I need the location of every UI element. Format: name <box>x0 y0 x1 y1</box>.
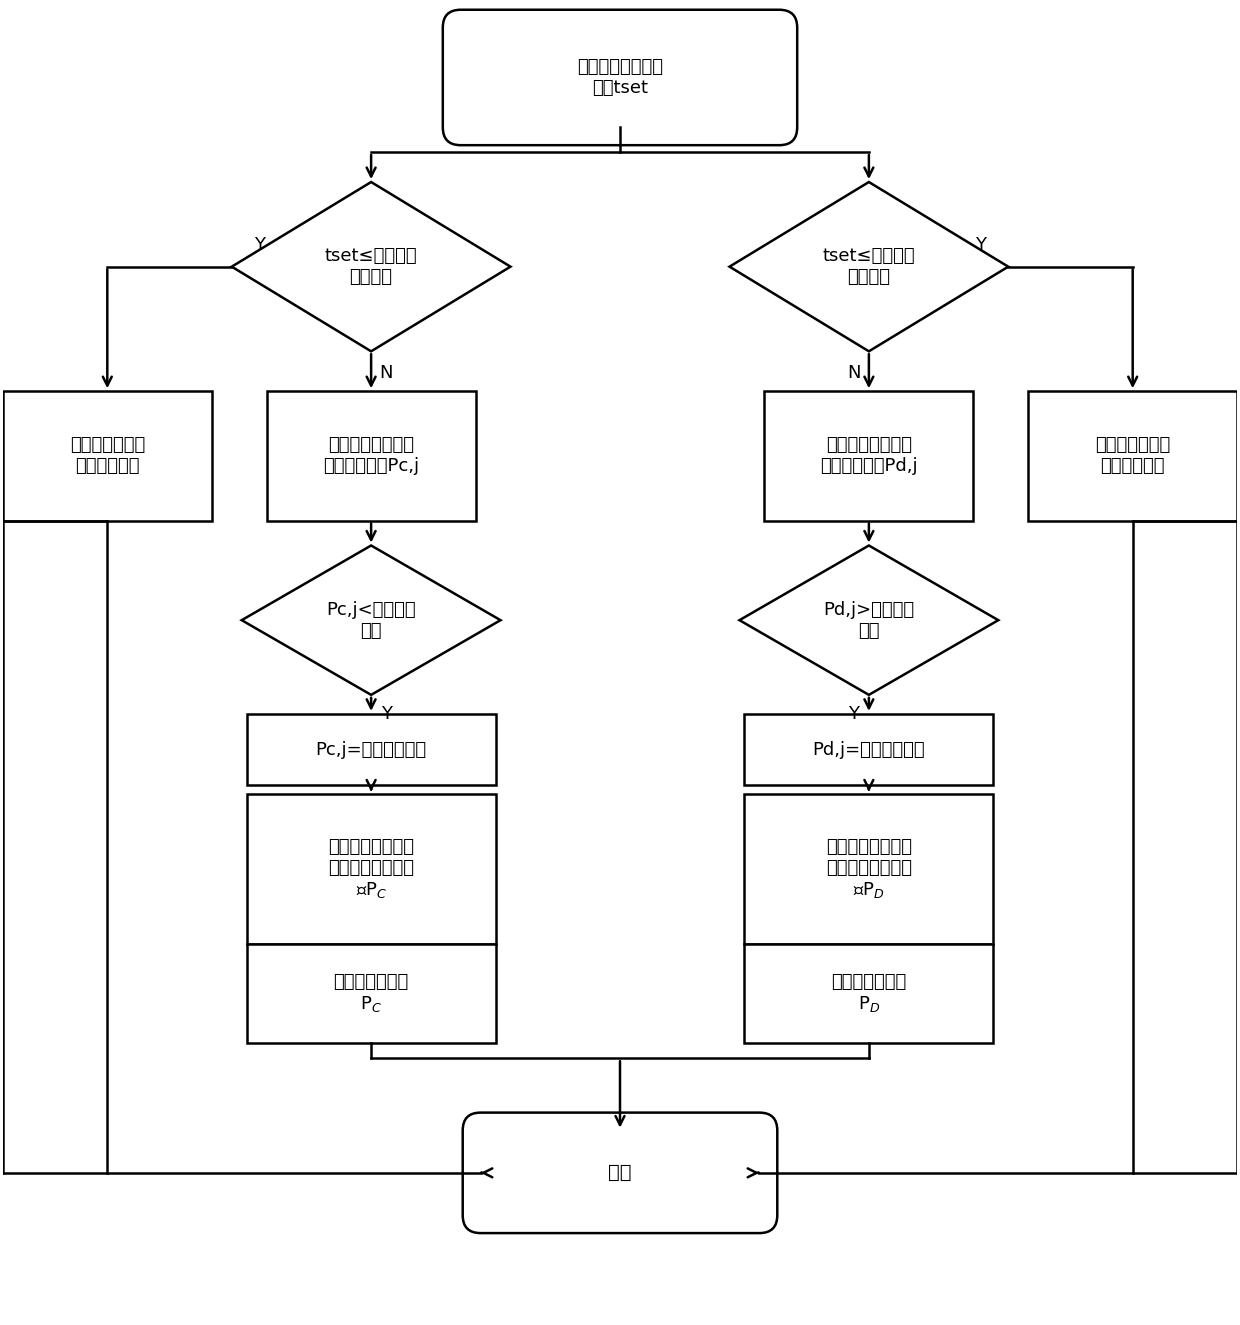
Text: N: N <box>379 364 393 382</box>
FancyBboxPatch shape <box>463 1113 777 1234</box>
Text: tset≤最大放电
可用时间: tset≤最大放电 可用时间 <box>822 248 915 286</box>
Bar <box>267 391 476 521</box>
Text: Y: Y <box>975 236 986 253</box>
Text: 可用充电功率为
P$_C$: 可用充电功率为 P$_C$ <box>334 973 409 1014</box>
Text: 结束: 结束 <box>609 1163 631 1182</box>
Bar <box>1028 391 1238 521</box>
Polygon shape <box>739 546 998 694</box>
Text: tset≤最大充电
可用时间: tset≤最大充电 可用时间 <box>325 248 418 286</box>
Bar <box>744 943 993 1043</box>
Text: 可用放电功率为
P$_D$: 可用放电功率为 P$_D$ <box>831 973 906 1014</box>
Bar <box>744 714 993 786</box>
Bar <box>744 795 993 943</box>
Text: 可用放电功率为
最大放电功率: 可用放电功率为 最大放电功率 <box>1095 436 1171 476</box>
Text: Y: Y <box>848 705 859 723</box>
Text: Y: Y <box>381 705 392 723</box>
Text: 储能电站集群设定
时间tset: 储能电站集群设定 时间tset <box>577 58 663 97</box>
Text: Pc,j<最大充电
功率: Pc,j<最大充电 功率 <box>326 600 415 640</box>
Bar <box>247 795 496 943</box>
Bar <box>247 714 496 786</box>
Bar <box>2 391 212 521</box>
Polygon shape <box>242 546 501 694</box>
Text: 计算储能电站集群
建议的最大放电功
率P$_D$: 计算储能电站集群 建议的最大放电功 率P$_D$ <box>826 839 911 900</box>
FancyBboxPatch shape <box>443 9 797 146</box>
Text: Pd,j>最大放电
功率: Pd,j>最大放电 功率 <box>823 600 914 640</box>
Text: 各储能电站的理论
放电功率计算Pd,j: 各储能电站的理论 放电功率计算Pd,j <box>820 436 918 476</box>
Text: Pd,j=最大放电功率: Pd,j=最大放电功率 <box>812 741 925 759</box>
Bar <box>247 943 496 1043</box>
Text: Pc,j=最大充电功率: Pc,j=最大充电功率 <box>315 741 427 759</box>
Bar <box>764 391 973 521</box>
Text: 可用充电功率为
最大充电功率: 可用充电功率为 最大充电功率 <box>69 436 145 476</box>
Text: 计算储能电站集群
建议的最大充电功
率P$_C$: 计算储能电站集群 建议的最大充电功 率P$_C$ <box>329 839 414 900</box>
Polygon shape <box>232 182 511 351</box>
Text: Y: Y <box>254 236 265 253</box>
Polygon shape <box>729 182 1008 351</box>
Text: 各储能电站的理论
充电功率计算Pc,j: 各储能电站的理论 充电功率计算Pc,j <box>324 436 419 476</box>
Text: N: N <box>847 364 861 382</box>
